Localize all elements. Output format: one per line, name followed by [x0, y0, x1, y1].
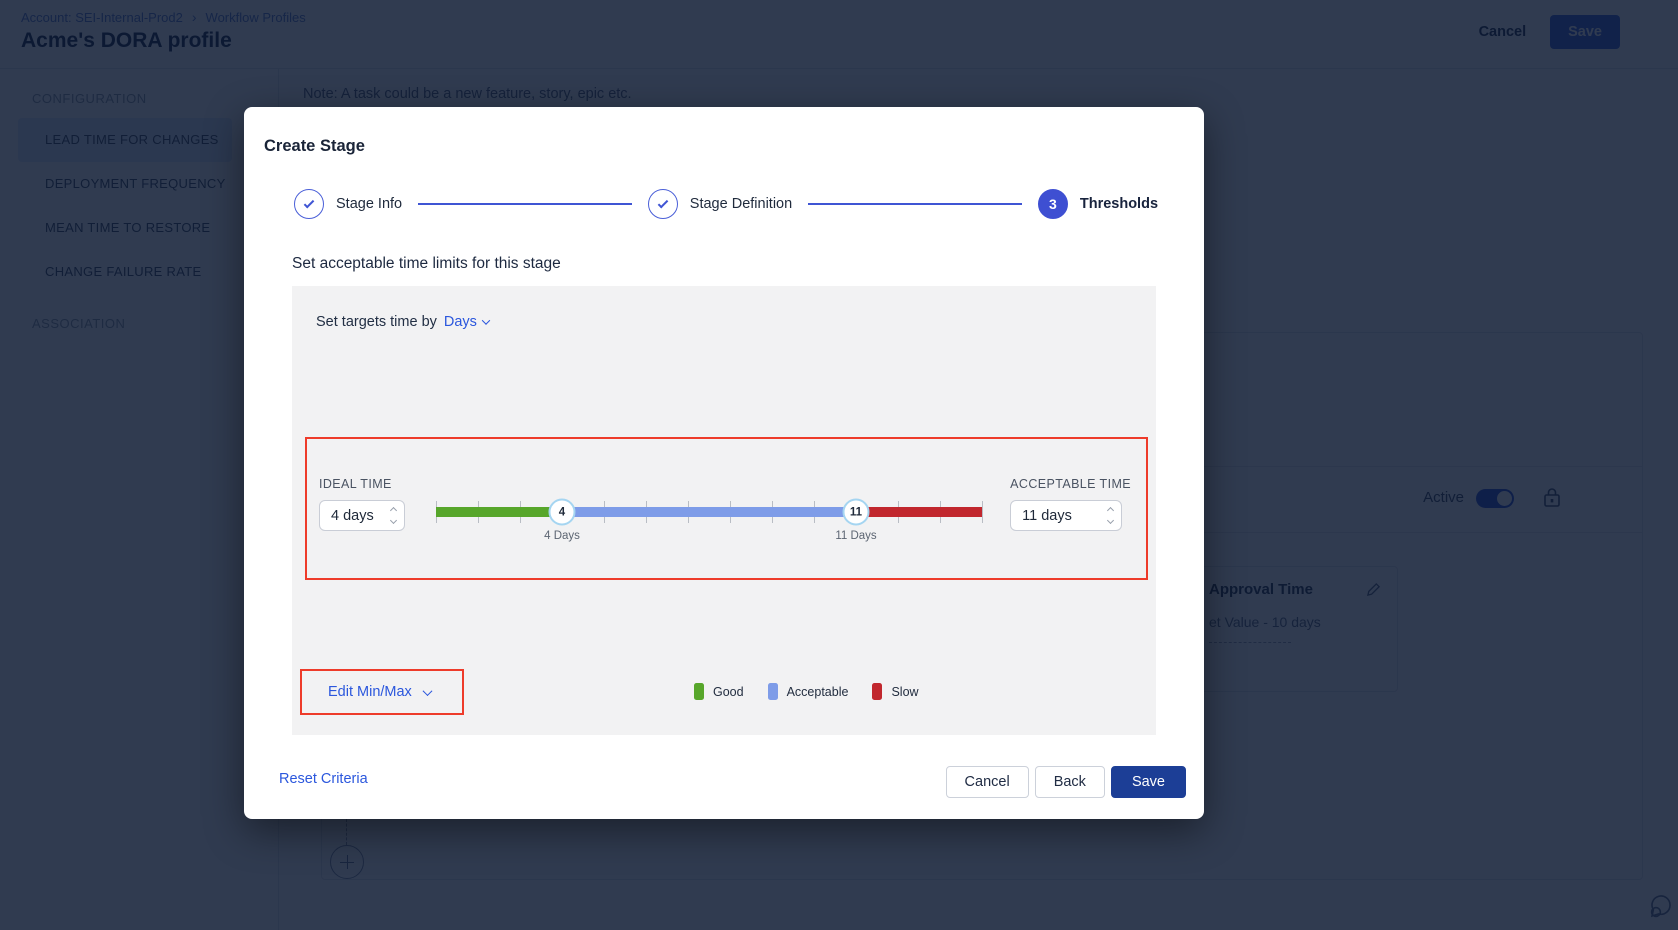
step3-label: Thresholds	[1079, 196, 1159, 212]
chevron-down-icon	[422, 685, 433, 696]
create-stage-modal: Create Stage Stage Info Stage Definition…	[244, 107, 1204, 819]
slider-track	[436, 507, 982, 517]
step2-label: Stage Definition	[689, 196, 793, 212]
modal-footer-buttons: Cancel Back Save	[945, 766, 1186, 798]
ideal-time-input[interactable]: 4 days	[319, 500, 405, 531]
time-unit-value: Days	[443, 314, 477, 330]
thresholds-panel: Set targets time by Days IDEAL TIME 4 da…	[292, 286, 1156, 735]
ideal-handle-caption: 4 Days	[544, 530, 580, 542]
legend-acceptable-label: Acceptable	[786, 684, 849, 699]
legend-item-acceptable: Acceptable	[767, 683, 849, 700]
acceptable-time-label: ACCEPTABLE TIME	[1010, 477, 1131, 491]
set-targets-label: Set targets time by	[316, 314, 437, 330]
legend-item-slow: Slow	[872, 683, 919, 700]
edit-minmax-button[interactable]: Edit Min/Max	[300, 669, 464, 715]
legend-slow-swatch	[872, 683, 883, 700]
save-button[interactable]: Save	[1110, 766, 1186, 798]
step1-done-circle[interactable]	[294, 189, 324, 219]
acceptable-handle-caption: 11 Days	[835, 530, 877, 542]
acceptable-time-input[interactable]: 11 days	[1010, 500, 1123, 531]
acceptable-time-group: ACCEPTABLE TIME 11 days	[1010, 477, 1131, 531]
legend-slow-label: Slow	[891, 684, 919, 699]
step1-label: Stage Info	[336, 196, 403, 212]
stepper-down-icon[interactable]	[389, 516, 398, 525]
ideal-time-label: IDEAL TIME	[319, 477, 392, 491]
legend-acceptable-swatch	[767, 683, 778, 700]
time-unit-dropdown[interactable]: Days	[443, 314, 491, 330]
modal-title: Create Stage	[264, 137, 365, 155]
ideal-time-group: IDEAL TIME 4 days	[319, 477, 405, 531]
stepper: Stage Info Stage Definition 3 Thresholds	[244, 189, 1204, 219]
stepper-up-icon[interactable]	[1107, 506, 1115, 515]
stepper-down-icon[interactable]	[1107, 516, 1115, 525]
ideal-time-value: 4 days	[331, 507, 374, 524]
slider-legend: Good Acceptable Slow	[694, 683, 919, 700]
stepper-connector	[808, 203, 1022, 205]
slider-segment-slow	[856, 507, 982, 517]
edit-minmax-label: Edit Min/Max	[328, 684, 412, 700]
acceptable-slider-handle[interactable]: 11	[842, 498, 870, 526]
threshold-slider: 4 11 4 Days 11 Days	[436, 439, 983, 578]
legend-good-swatch	[694, 683, 704, 700]
check-icon	[303, 197, 315, 208]
check-icon	[657, 197, 669, 208]
acceptable-time-value: 11 days	[1022, 507, 1072, 524]
legend-item-good: Good	[694, 683, 744, 700]
input-stepper	[1107, 506, 1115, 525]
slider-segment-good	[436, 507, 562, 517]
legend-good-label: Good	[713, 684, 744, 699]
slider-segment-acceptable	[562, 507, 856, 517]
stepper-up-icon[interactable]	[389, 506, 398, 515]
thresholds-subtitle: Set acceptable time limits for this stag…	[292, 255, 561, 272]
set-targets-row: Set targets time by Days	[316, 314, 491, 330]
stepper-connector	[418, 203, 632, 205]
step3-active-circle[interactable]: 3	[1037, 189, 1068, 219]
step2-done-circle[interactable]	[647, 189, 678, 219]
slider-tick	[982, 501, 983, 523]
threshold-slider-highlight-box: IDEAL TIME 4 days	[305, 437, 1148, 580]
chevron-down-icon	[481, 316, 491, 325]
back-button[interactable]: Back	[1034, 766, 1105, 798]
ideal-slider-handle[interactable]: 4	[548, 498, 576, 526]
input-stepper	[389, 506, 398, 525]
cancel-button[interactable]: Cancel	[945, 766, 1029, 798]
reset-criteria-link[interactable]: Reset Criteria	[279, 771, 368, 787]
